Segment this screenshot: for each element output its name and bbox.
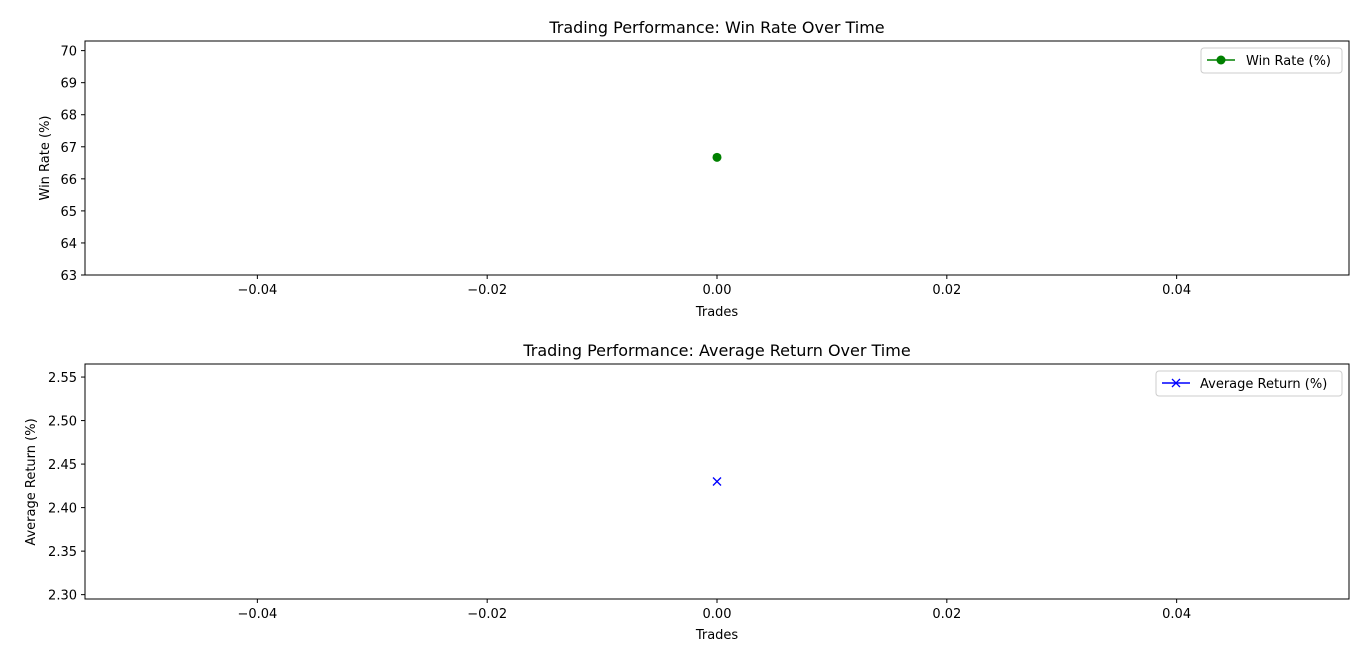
x-tick-label: −0.02 bbox=[467, 607, 507, 622]
x-tick-label: 0.02 bbox=[932, 607, 961, 622]
legend-box bbox=[1155, 370, 1343, 397]
average-return-chart: Trading Performance: Average Return Over… bbox=[24, 341, 1350, 643]
legend-label: Average Return (%) bbox=[1200, 377, 1327, 392]
y-tick-label: 2.30 bbox=[48, 589, 77, 604]
y-tick-label: 70 bbox=[60, 45, 77, 60]
y-tick-label: 69 bbox=[60, 77, 77, 92]
legend-marker-x bbox=[1171, 378, 1181, 388]
legend-box bbox=[1200, 47, 1343, 74]
y-tick-label: 2.55 bbox=[48, 371, 77, 386]
y-tick-label: 65 bbox=[60, 205, 77, 220]
x-axis-label: Trades bbox=[695, 305, 739, 320]
y-tick-label: 2.45 bbox=[48, 458, 77, 473]
y-tick-label: 63 bbox=[60, 269, 77, 284]
y-tick-label: 66 bbox=[60, 173, 77, 188]
x-tick-label: 0.00 bbox=[703, 283, 732, 298]
y-tick-label: 2.40 bbox=[48, 502, 77, 517]
y-axis-label: Win Rate (%) bbox=[38, 116, 53, 201]
win-rate-chart: Trading Performance: Win Rate Over Time … bbox=[38, 18, 1350, 320]
legend-label: Win Rate (%) bbox=[1246, 54, 1331, 69]
legend: Average Return (%) bbox=[1155, 370, 1343, 397]
y-tick-label: 68 bbox=[60, 109, 77, 124]
chart-title: Trading Performance: Average Return Over… bbox=[522, 341, 910, 360]
y-tick-label: 67 bbox=[60, 141, 77, 156]
x-tick-label: −0.04 bbox=[237, 283, 277, 298]
y-tick-label: 2.50 bbox=[48, 415, 77, 430]
data-point bbox=[712, 477, 722, 486]
x-tick-label: −0.02 bbox=[467, 283, 507, 298]
x-tick-label: 0.04 bbox=[1162, 607, 1191, 622]
x-tick-label: 0.04 bbox=[1162, 283, 1191, 298]
y-tick-label: 2.35 bbox=[48, 545, 77, 560]
chart-title: Trading Performance: Win Rate Over Time bbox=[548, 18, 884, 37]
y-axis-label: Average Return (%) bbox=[24, 418, 39, 545]
legend: Win Rate (%) bbox=[1200, 47, 1343, 74]
x-tick-label: 0.02 bbox=[932, 283, 961, 298]
x-axis-label: Trades bbox=[695, 628, 739, 643]
legend-marker-circle bbox=[1216, 55, 1226, 65]
data-point bbox=[712, 152, 722, 162]
x-tick-label: −0.04 bbox=[237, 607, 277, 622]
x-tick-label: 0.00 bbox=[703, 607, 732, 622]
y-tick-label: 64 bbox=[60, 237, 77, 252]
